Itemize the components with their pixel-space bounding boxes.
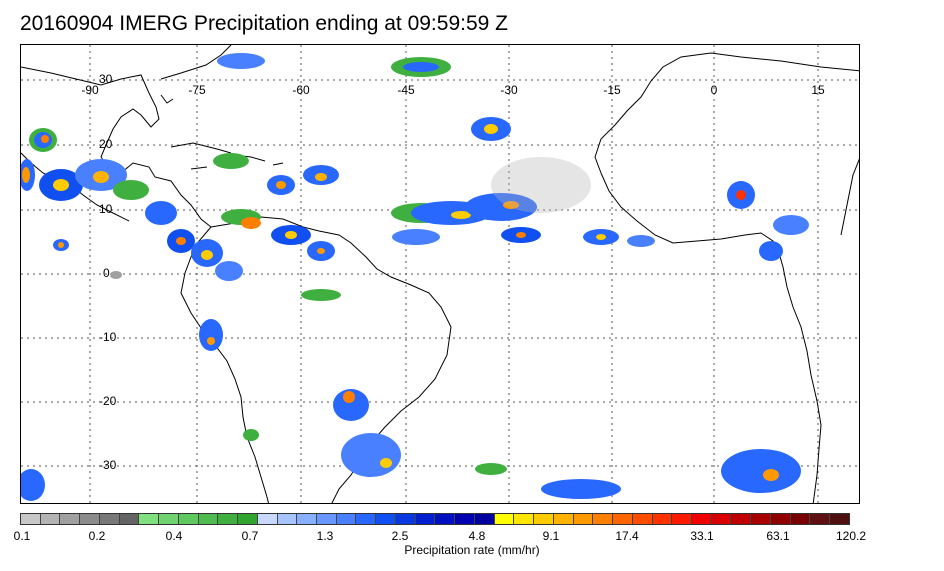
latitude-labels: 30 20 10 0 -10 -20 -30	[99, 72, 117, 472]
colorbar-swatch	[751, 514, 771, 524]
colorbar-swatch	[257, 514, 278, 524]
colorbar-tick-labels: 0.1 0.2 0.4 0.7 1.3 2.5 4.8 9.1 17.4 33.…	[0, 529, 944, 545]
colorbar-swatch	[810, 514, 831, 524]
colorbar-swatch	[198, 514, 219, 524]
colorbar-swatch	[711, 514, 732, 524]
lat-label: 10	[99, 202, 113, 216]
colorbar-swatch	[218, 514, 239, 524]
lon-label: 0	[711, 83, 718, 97]
colorbar-swatch	[159, 514, 179, 524]
lat-label: 20	[99, 137, 113, 151]
colorbar-swatch	[731, 514, 752, 524]
colorbar-swatch	[593, 514, 614, 524]
map-canvas: -90 -75 -60 -45 -30 -15 0 15 30 20 10 0 …	[21, 45, 859, 503]
precipitation-map: -90 -75 -60 -45 -30 -15 0 15 30 20 10 0 …	[20, 44, 860, 504]
colorbar-swatch	[672, 514, 692, 524]
longitude-labels: -90 -75 -60 -45 -30 -15 0 15	[81, 83, 825, 97]
colorbar-tick: 63.1	[766, 529, 790, 543]
lon-label: -60	[292, 83, 310, 97]
colorbar-swatch	[613, 514, 633, 524]
colorbar-tick: 0.2	[88, 529, 106, 543]
colorbar-swatch	[40, 514, 61, 524]
lon-label: 15	[811, 83, 825, 97]
colorbar-swatch	[99, 514, 120, 524]
colorbar-swatch	[573, 514, 594, 524]
colorbar-tick: 120.2	[835, 529, 867, 543]
colorbar-tick: 17.4	[615, 529, 639, 543]
colorbar-swatch	[652, 514, 673, 524]
colorbar-swatch	[474, 514, 495, 524]
colorbar-tick: 0.1	[13, 529, 31, 543]
colorbar-swatch	[514, 514, 535, 524]
colorbar-swatch	[553, 514, 574, 524]
colorbar-title: Precipitation rate (mm/hr)	[404, 543, 540, 557]
colorbar-swatch	[336, 514, 357, 524]
precipitation-field	[21, 53, 809, 501]
colorbar-swatch	[790, 514, 811, 524]
coastlines	[21, 45, 859, 503]
graticule	[21, 45, 859, 503]
colorbar-swatch	[770, 514, 791, 524]
colorbar-swatch	[534, 514, 554, 524]
colorbar-swatch	[60, 514, 81, 524]
colorbar-tick: 33.1	[690, 529, 714, 543]
colorbar-swatch	[691, 514, 712, 524]
colorbar-swatch	[395, 514, 416, 524]
lat-label: -30	[99, 458, 117, 472]
colorbar-swatch	[297, 514, 318, 524]
colorbar-swatch	[376, 514, 396, 524]
precipitation-colorbar	[20, 513, 850, 525]
lon-label: -30	[500, 83, 518, 97]
colorbar-tick: 1.3	[316, 529, 334, 543]
colorbar-swatch	[277, 514, 298, 524]
colorbar-swatch	[455, 514, 475, 524]
colorbar-swatch	[435, 514, 456, 524]
colorbar-swatch	[317, 514, 337, 524]
colorbar-swatch	[830, 514, 849, 524]
colorbar-swatch	[238, 514, 258, 524]
lon-label: -90	[81, 83, 99, 97]
colorbar-tick: 0.7	[241, 529, 259, 543]
colorbar-swatch	[632, 514, 653, 524]
colorbar-tick: 4.8	[468, 529, 486, 543]
colorbar-tick: 0.4	[165, 529, 183, 543]
lat-label: 0	[103, 266, 110, 280]
colorbar-swatch	[139, 514, 160, 524]
colorbar-swatch	[119, 514, 140, 524]
colorbar-tick: 9.1	[542, 529, 560, 543]
lon-label: -15	[603, 83, 621, 97]
lon-label: -45	[397, 83, 415, 97]
colorbar-swatch	[356, 514, 377, 524]
colorbar-swatch	[415, 514, 436, 524]
colorbar-swatch	[80, 514, 100, 524]
lat-label: -10	[99, 330, 117, 344]
lon-label: -75	[188, 83, 206, 97]
colorbar-tick: 2.5	[391, 529, 409, 543]
colorbar-swatch	[178, 514, 199, 524]
colorbar-swatch	[494, 514, 515, 524]
colorbar-swatch	[21, 514, 41, 524]
lat-label: -20	[99, 394, 117, 408]
map-title: 20160904 IMERG Precipitation ending at 0…	[20, 12, 508, 35]
lat-label: 30	[99, 72, 113, 86]
